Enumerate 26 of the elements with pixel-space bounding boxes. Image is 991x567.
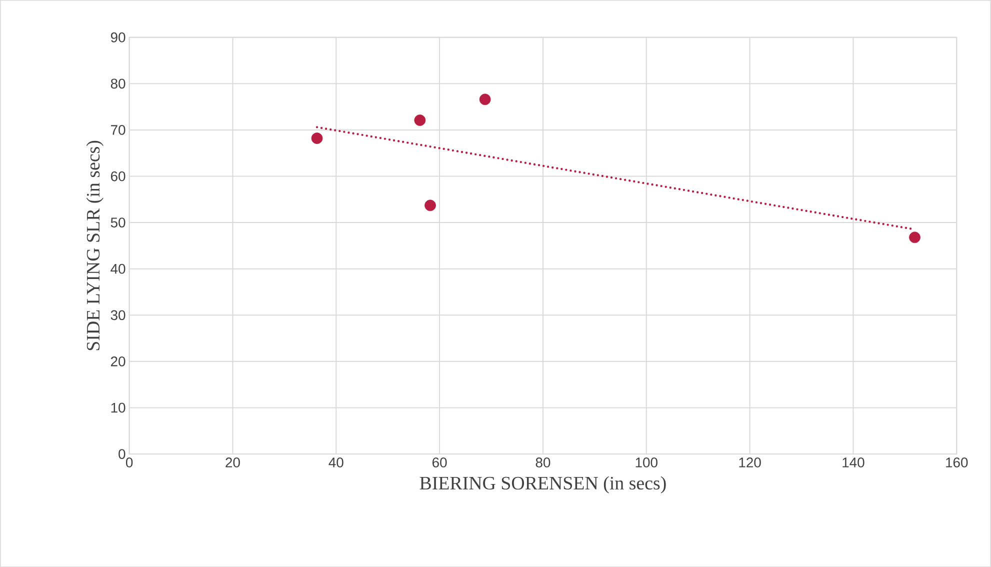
y-tick-label: 10 [111, 402, 126, 413]
y-tick-label: 90 [110, 32, 126, 42]
y-tick-label: 60 [110, 171, 126, 182]
x-tick-label: 40 [328, 457, 344, 468]
y-tick-label: 30 [110, 310, 126, 320]
x-tick-label: 140 [842, 457, 864, 468]
point [424, 200, 436, 211]
x-tick-label: 120 [739, 457, 761, 468]
x-tick-label: 0 [126, 457, 133, 468]
x-tick-label: 80 [536, 457, 550, 468]
x-axis-title: BIERING SORENSEN (in secs) [420, 476, 666, 494]
y-tick-label: 80 [110, 78, 126, 88]
x-tick-label: 160 [946, 457, 968, 468]
y-tick-label: 70 [111, 124, 126, 135]
x-tick-label: 20 [226, 457, 240, 468]
x-tick-label: 100 [636, 457, 658, 468]
y-tick-label: 40 [110, 264, 126, 274]
point [414, 114, 426, 126]
y-tick-label: 50 [110, 217, 126, 228]
y-tick-label: 20 [110, 356, 126, 366]
point [479, 94, 491, 105]
point [909, 232, 920, 243]
y-axis-title: SIDE LYING SLR (in secs) [86, 140, 104, 350]
point [311, 132, 323, 144]
y-tick-label: 0 [118, 448, 126, 459]
x-tick-label: 60 [432, 457, 447, 468]
